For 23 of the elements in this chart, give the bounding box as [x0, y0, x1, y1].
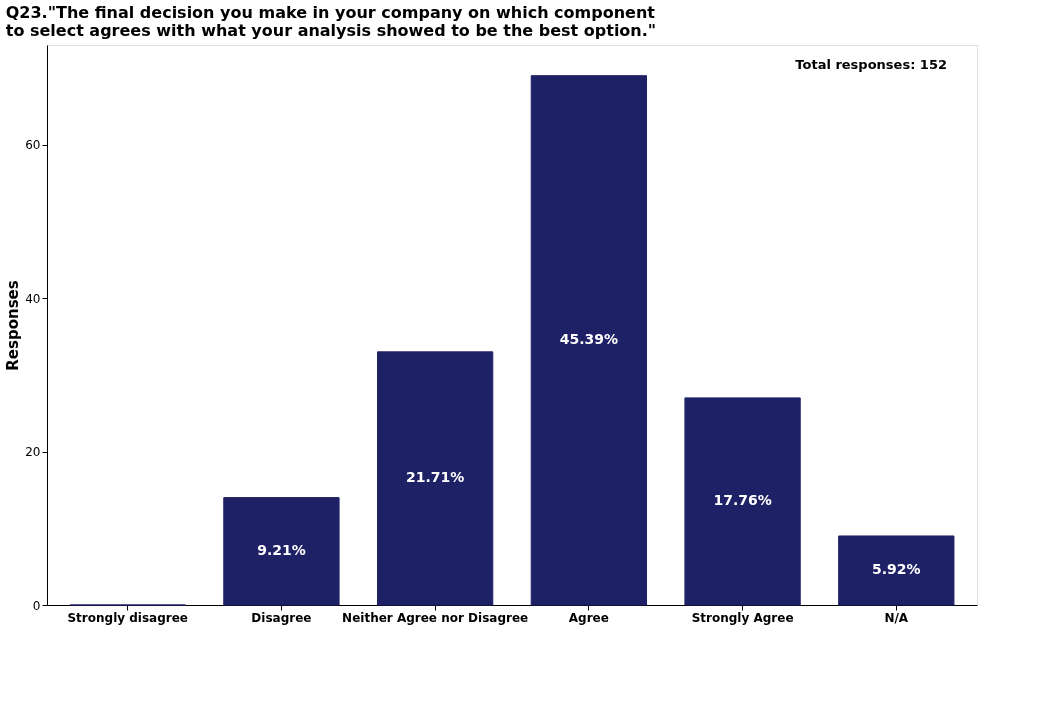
x-tick-label: N/A	[884, 610, 909, 625]
bar	[530, 75, 647, 606]
x-tick-label: Strongly disagree	[67, 610, 188, 625]
bar	[223, 497, 340, 606]
y-tick-label: 20	[25, 445, 41, 460]
x-tick-label: Disagree	[251, 610, 312, 625]
x-tick-label: Agree	[568, 610, 609, 625]
x-tick-label: Neither Agree nor Disagree	[342, 610, 529, 625]
x-tick-label: Strongly Agree	[691, 610, 794, 625]
y-tick-label: 0	[32, 598, 41, 613]
annotation: 9.21%	[257, 542, 306, 559]
bar	[838, 535, 955, 606]
annotation: 17.76%	[713, 492, 772, 509]
bar	[377, 351, 494, 606]
annotation: 21.71%	[405, 469, 465, 486]
y-axis-title: Responses	[4, 280, 23, 371]
y-tick-label: 60	[25, 138, 41, 153]
y-tick-label: 40	[25, 291, 41, 306]
bar	[684, 397, 801, 606]
annotation: 45.39%	[559, 331, 619, 348]
annotation: 5.92%	[872, 561, 921, 578]
chart-title: Q23."The final decision you make in your company on which component to select agrees with what your analysis showed to be the best option."	[5, 3, 657, 40]
annotation: Total responses: 152	[795, 57, 947, 72]
